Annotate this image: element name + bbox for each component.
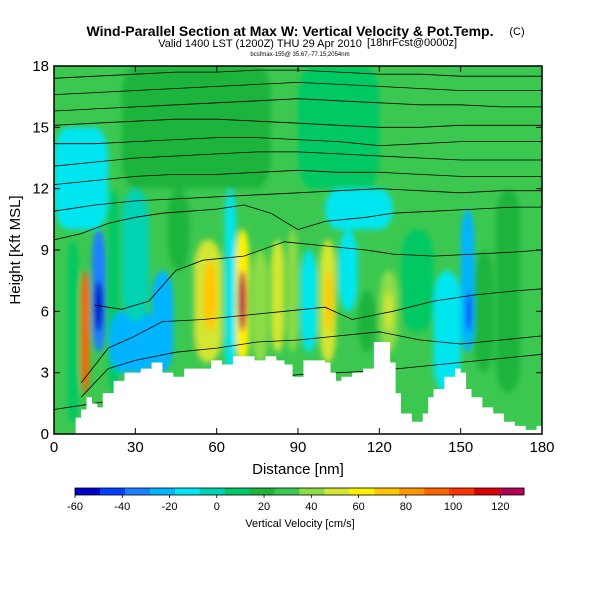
colorbar-tick-label: -20 [162,501,178,513]
colorbar-swatch [399,488,425,495]
velocity-cell [338,229,358,312]
colorbar-swatch [75,488,101,495]
theta-contour [54,151,542,167]
x-tick-label: 0 [50,439,58,456]
velocity-cell [251,250,269,363]
colorbar-swatch [424,488,450,495]
velocity-cell [300,250,317,353]
colorbar-tick-label: 80 [400,501,412,513]
x-tick-label: 60 [208,439,225,456]
theta-contour [54,118,542,128]
y-tick-label: 18 [32,58,49,75]
velocity-cell [401,229,434,332]
velocity-cell [108,311,158,373]
theta-contour [54,137,542,147]
velocity-cell [433,270,461,394]
x-tick-label: 90 [290,439,307,456]
colorbar-swatch [349,488,375,495]
colorbar-swatch [474,488,500,495]
terrain [54,342,542,434]
colorbar-tick-label: -60 [67,501,83,513]
velocity-cell [203,260,217,332]
velocity-cell [384,290,393,332]
colorbar-swatch [149,488,176,495]
colorbar-swatch [374,488,400,495]
colorbar-frame [74,487,525,496]
colorbar-tick-label: -40 [114,501,130,513]
velocity-cell [121,188,149,322]
y-tick-label: 9 [41,242,49,259]
velocity-cell [495,188,521,394]
colorbar-swatch [299,488,325,495]
colorbar-tick-label: 0 [214,501,220,513]
velocity-cell [357,290,377,353]
chart-title-suffix: (C) [509,26,524,38]
velocity-cell [224,188,236,373]
theta-contour [54,169,542,185]
colorbar-swatch [124,488,151,495]
colorbar-swatch [449,488,475,495]
colorbar-tick-label: 40 [305,501,317,513]
y-tick-label: 3 [41,365,49,382]
chart-subtitle: Valid 1400 LST (1200Z) THU 29 Apr 2010 [158,38,362,50]
y-tick-label: 6 [41,303,49,320]
x-tick-label: 120 [367,439,392,456]
axis-ticks: 0 30 60 90 120 150 180 0 3 6 9 12 15 18 [32,58,554,456]
colorbar-swatch [174,488,201,495]
plot-area: 0 30 60 90 120 150 180 0 3 6 9 12 15 18 [32,58,554,456]
chart-info-line: bcsfmax-155@ 35.67,-77.15,2054nm [250,52,349,58]
chart-title: Wind-Parallel Section at Max W: Vertical… [86,23,493,39]
colorbar-swatch [199,488,226,495]
velocity-cell [474,250,494,373]
velocity-cell [94,280,103,332]
velocity-cell [270,239,285,353]
colorbar-swatch [499,488,525,495]
velocity-cell [460,209,475,353]
y-tick-label: 12 [32,181,49,198]
y-tick-label: 0 [41,426,49,443]
velocity-cell [238,270,247,332]
colorbar-tick-label: 60 [352,501,364,513]
velocity-cell [121,66,271,189]
chart-subtitle-suffix: [18hrFcst@0000z] [367,37,457,49]
theta-contour [54,98,542,112]
velocity-cell [54,127,109,230]
colorbar-label: Vertical Velocity [cm/s] [245,518,354,530]
x-tick-label: 30 [127,439,144,456]
colorbar-tick-label: 120 [491,501,509,513]
colorbar-swatch [224,488,251,495]
theta-contour [94,241,542,310]
velocity-cell [298,66,380,189]
theta-contour [80,331,542,398]
theta-contour [54,188,542,212]
colorbar-tick-label: 100 [444,501,462,513]
colorbar-swatch [324,488,350,495]
theta-contour [54,204,542,241]
theta-contour [54,81,542,95]
colorbar-swatch [99,488,126,495]
colorbar-tick-label: 20 [258,501,270,513]
velocity-cell [167,188,190,271]
velocity-cell [81,270,90,394]
x-axis-label: Distance [nm] [252,461,344,478]
colorbar-swatch [274,488,300,495]
y-axis-label: Height [Kft MSL] [7,195,24,304]
colorbar-swatch [249,488,276,495]
x-tick-label: 150 [448,439,473,456]
x-tick-label: 180 [529,439,554,456]
velocity-cell [67,239,79,424]
theta-contour [80,288,542,384]
y-tick-label: 15 [32,119,49,136]
velocity-cell [287,229,298,353]
colorbar: -60 -40 -20 0 20 40 60 80 100 120 [67,487,525,513]
velocity-cell [325,270,334,332]
velocity-cell [325,188,393,230]
velocity-cell [466,290,472,332]
